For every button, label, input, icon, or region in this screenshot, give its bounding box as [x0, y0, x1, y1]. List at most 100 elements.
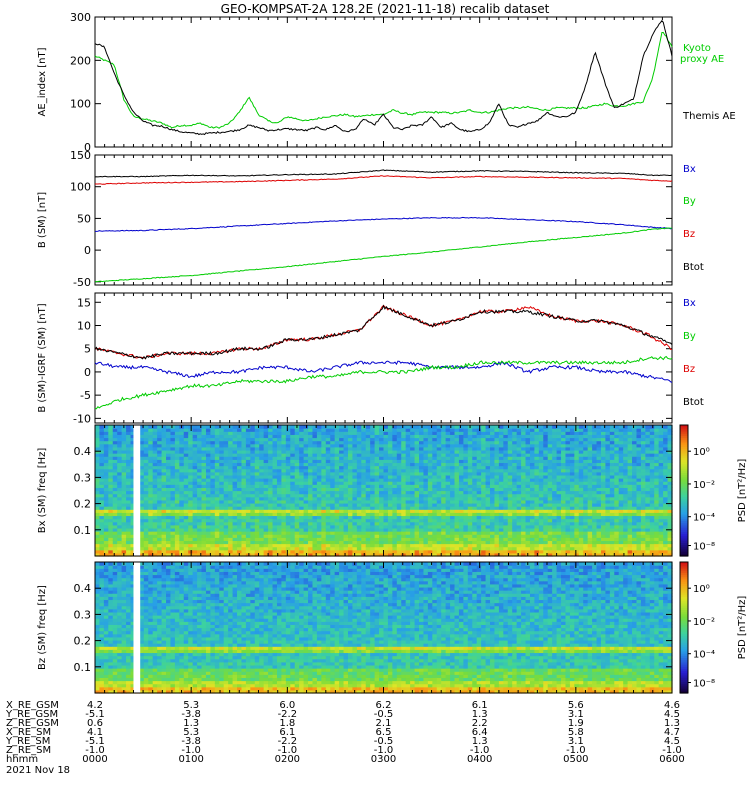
- spectrogram-cell: [153, 425, 158, 429]
- spectrogram-cell: [184, 425, 189, 429]
- spectrogram-cell: [326, 425, 331, 429]
- spectrogram-cell: [499, 425, 504, 429]
- spectrogram-cell: [423, 425, 428, 429]
- spectrogram-cell: [99, 425, 104, 429]
- y-axis-label: B (SM)-IGRF (SM) [nT]: [37, 303, 48, 412]
- spectrogram-cell: [530, 425, 535, 429]
- spectrogram-cell: [175, 425, 180, 429]
- spectrogram-cell: [366, 425, 371, 429]
- y-tick-label: -50: [73, 276, 91, 289]
- spectrogram-cell: [463, 425, 468, 429]
- y-tick-label: 300: [70, 11, 91, 24]
- spectrogram-cell: [308, 425, 313, 429]
- spectrogram-cell: [344, 425, 349, 429]
- spectrogram-cell: [281, 425, 286, 429]
- spectrogram-cells: [95, 425, 673, 557]
- spectrogram-cell: [370, 425, 375, 429]
- spectrogram-cell: [273, 425, 278, 429]
- spectrogram-cell: [113, 425, 118, 429]
- y-tick-label: -5: [80, 389, 91, 402]
- spectrogram-cell: [375, 425, 380, 429]
- panel-frame-1: [95, 17, 672, 147]
- legend-themis: Themis AE: [682, 111, 736, 122]
- spectrogram-cell: [144, 425, 149, 429]
- spectrogram-cell: [233, 425, 238, 429]
- y-tick-label: 0: [84, 366, 91, 379]
- y-axis-label: AE_index [nT]: [37, 47, 48, 116]
- series-line-by: [95, 357, 672, 409]
- spectrogram-cell: [397, 425, 402, 429]
- spectrogram-cell: [339, 425, 344, 429]
- series-line-bz: [95, 176, 672, 185]
- spectrogram-cell: [224, 425, 229, 429]
- legend-kyoto-2: proxy AE: [680, 54, 724, 65]
- spectrogram-cell: [415, 425, 420, 429]
- y-tick-label: 200: [70, 54, 91, 67]
- spectrogram-cell: [202, 425, 207, 429]
- spectrogram-cell: [312, 425, 317, 429]
- spectrogram-cell: [290, 425, 295, 429]
- spectrogram-cell: [486, 425, 491, 429]
- legend-bz: Bz: [683, 364, 695, 375]
- spectrogram-cell: [459, 425, 464, 429]
- series-line-bx: [95, 217, 672, 231]
- spectrogram-cell: [388, 425, 393, 429]
- spectrogram-cell: [517, 425, 522, 429]
- spectrogram-cell: [330, 425, 335, 429]
- spectrogram-cell: [317, 425, 322, 429]
- y-tick-label: 5: [84, 343, 91, 356]
- spectrogram-cell: [228, 425, 233, 429]
- y-tick-label: 15: [77, 296, 91, 309]
- spectrogram-cell: [170, 425, 175, 429]
- spectrogram-cell: [241, 425, 246, 429]
- spectrogram-cell: [512, 425, 517, 429]
- y-tick-label: 0: [84, 244, 91, 257]
- spectrogram-cell: [384, 425, 389, 429]
- legend-by: By: [683, 196, 696, 207]
- spectrogram-cell: [126, 425, 131, 429]
- legend-kyoto: Kyoto: [683, 43, 711, 54]
- spectrogram-cell: [539, 425, 544, 429]
- spectrogram-cell: [455, 425, 460, 429]
- spectrogram-cell: [357, 425, 362, 429]
- spectrogram-cell: [472, 425, 477, 429]
- legend-btot: Btot: [683, 262, 704, 273]
- legend-btot: Btot: [683, 397, 704, 408]
- spectrogram-cell: [193, 425, 198, 429]
- spectrogram-cell: [521, 425, 526, 429]
- legend-bx: Bx: [683, 164, 696, 175]
- spectrogram-cell: [481, 425, 486, 429]
- spectrogram-cell: [215, 425, 220, 429]
- spectrogram-cell: [157, 425, 162, 429]
- spectrogram-1: 0.10.20.30.4Bx (SM) freq [Hz]10⁰10⁻²10⁻⁴…: [37, 425, 748, 557]
- y-tick-label: -10: [73, 412, 91, 425]
- spectrogram-cell: [117, 425, 122, 429]
- spectrogram-cell: [401, 425, 406, 429]
- spectrogram-cell: [432, 425, 437, 429]
- spectrogram-cell: [490, 425, 495, 429]
- spectrogram-cell: [268, 425, 273, 429]
- series-line-by: [95, 228, 672, 282]
- spectrogram-cell: [503, 425, 508, 429]
- y-tick-label: 10: [77, 320, 91, 333]
- spectrogram-cell: [259, 425, 264, 429]
- spectrogram-cell: [299, 425, 304, 429]
- y-tick-label: 150: [70, 149, 91, 162]
- chart-title: GEO-KOMPSAT-2A 128.2E (2021-11-18) recal…: [221, 2, 550, 16]
- spectrogram-cell: [95, 425, 100, 429]
- spectrogram-cell: [406, 425, 411, 429]
- spectrogram-cell: [286, 425, 291, 429]
- spectrogram-cell: [441, 425, 446, 429]
- panel-frame-2: [95, 155, 672, 285]
- spectrogram-cell: [428, 425, 433, 429]
- series-line-bz: [95, 306, 672, 359]
- spectrogram-cell: [197, 425, 202, 429]
- y-axis-label: B (SM) [nT]: [37, 192, 48, 248]
- spectrogram-cell: [255, 425, 260, 429]
- y-tick-label: 100: [70, 98, 91, 111]
